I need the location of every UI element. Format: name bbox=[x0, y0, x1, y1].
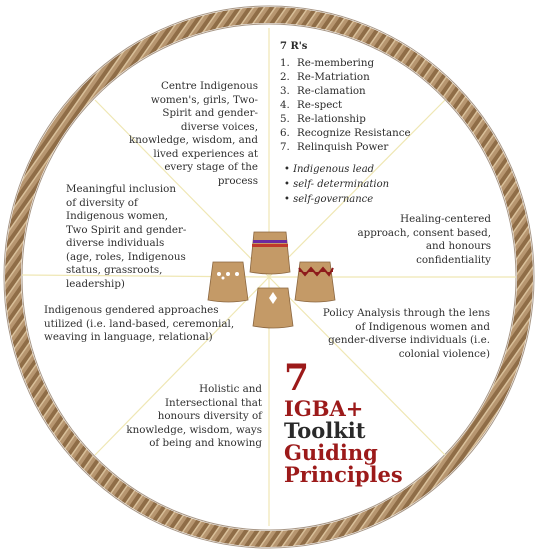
principle-healing-centered: Healing-centered approach, consent based… bbox=[357, 213, 491, 266]
toolkit-line-igba: IGBA+ bbox=[284, 395, 364, 421]
principle-policy-analysis: Policy Analysis through the lens of Indi… bbox=[322, 307, 490, 360]
principle-meaningful-inclusion: Meaningful inclusion of diversity of Ind… bbox=[66, 183, 187, 291]
list-item: self-governance bbox=[284, 192, 389, 207]
rope-rim bbox=[5, 7, 533, 547]
principle-centre-voices: Centre Indigenous women's, girls, Two-Sp… bbox=[129, 80, 258, 188]
toolkit-line-principles: Principles bbox=[284, 461, 403, 487]
list-item: 1. Re-membering bbox=[280, 57, 375, 69]
ribbon-skirt-top bbox=[249, 231, 291, 275]
seven-rs-list: 1. Re-membering 2. Re-Matriation 3. Re-clam… bbox=[280, 56, 411, 154]
seven-rs-title: 7 R's bbox=[280, 41, 308, 52]
list-item: 4. Re-spect bbox=[280, 99, 343, 111]
list-item: 2. Re-Matriation bbox=[280, 71, 370, 83]
governance-bullets: Indigenous lead self- determination self… bbox=[284, 162, 389, 207]
toolkit-line-toolkit: Toolkit bbox=[284, 417, 366, 443]
principle-holistic-intersectional: Holistic and Intersectional that honours… bbox=[126, 383, 262, 450]
list-item: self- determination bbox=[284, 177, 389, 192]
principle-gendered-approaches: Indigenous gendered approaches utilized … bbox=[44, 304, 235, 344]
toolkit-title: 7 IGBA+ Toolkit Guiding Principles bbox=[284, 357, 403, 487]
ribbon-skirt-left bbox=[207, 261, 249, 303]
list-item: 3. Re-clamation bbox=[280, 85, 366, 97]
toolkit-number: 7 bbox=[284, 357, 310, 399]
toolkit-line-guiding: Guiding bbox=[284, 439, 378, 465]
ribbon-skirt-right bbox=[294, 261, 336, 303]
ribbon-skirt-bottom bbox=[252, 287, 294, 329]
list-item: 6. Recognize Resistance bbox=[280, 127, 411, 139]
list-item: 7. Relinquish Power bbox=[280, 141, 389, 153]
list-item: 5. Re-lationship bbox=[280, 113, 366, 125]
list-item: Indigenous lead bbox=[284, 162, 389, 177]
rim-outer-edge bbox=[3, 5, 535, 549]
